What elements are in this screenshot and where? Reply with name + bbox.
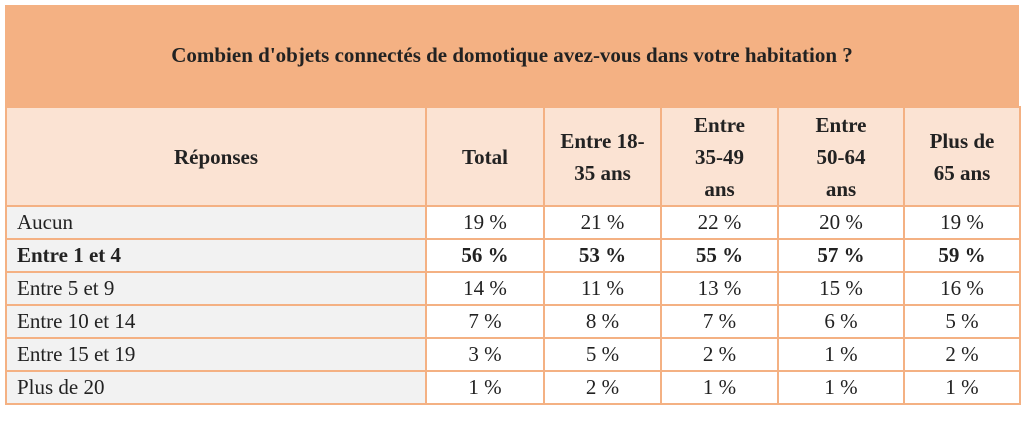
cell: 1 % bbox=[903, 370, 1021, 405]
header-row: Réponses Total Entre 18- 35 ans Entre 35-49… bbox=[5, 106, 1021, 207]
cell: 14 % bbox=[425, 271, 545, 306]
cell: 2 % bbox=[660, 337, 779, 372]
cell: 21 % bbox=[543, 205, 662, 240]
cell: 57 % bbox=[777, 238, 905, 273]
cell: 22 % bbox=[660, 205, 779, 240]
cell: 7 % bbox=[425, 304, 545, 339]
cell: 2 % bbox=[903, 337, 1021, 372]
header-cell: Total bbox=[425, 106, 545, 207]
row-label: Entre 10 et 14 bbox=[5, 304, 427, 339]
data-table: Réponses Total Entre 18- 35 ans Entre 35-49… bbox=[5, 106, 1021, 405]
row-label: Entre 5 et 9 bbox=[5, 271, 427, 306]
cell: 5 % bbox=[543, 337, 662, 372]
header-cell: Entre 50-64 ans bbox=[777, 106, 905, 207]
cell: 20 % bbox=[777, 205, 905, 240]
row-label: Entre 15 et 19 bbox=[5, 337, 427, 372]
cell: 1 % bbox=[777, 337, 905, 372]
table-title: Combien d'objets connectés de domotique … bbox=[5, 5, 1019, 106]
cell: 55 % bbox=[660, 238, 779, 273]
table-row: Entre 1 et 4 56 % 53 % 55 % 57 % 59 % bbox=[5, 238, 1021, 273]
cell: 7 % bbox=[660, 304, 779, 339]
cell: 1 % bbox=[777, 370, 905, 405]
cell: 1 % bbox=[660, 370, 779, 405]
cell: 8 % bbox=[543, 304, 662, 339]
row-label: Aucun bbox=[5, 205, 427, 240]
table-row: Plus de 20 1 % 2 % 1 % 1 % 1 % bbox=[5, 370, 1021, 405]
cell: 13 % bbox=[660, 271, 779, 306]
header-cell: Entre 18- 35 ans bbox=[543, 106, 662, 207]
cell: 15 % bbox=[777, 271, 905, 306]
table-row: Entre 15 et 19 3 % 5 % 2 % 1 % 2 % bbox=[5, 337, 1021, 372]
cell: 5 % bbox=[903, 304, 1021, 339]
cell: 3 % bbox=[425, 337, 545, 372]
cell: 19 % bbox=[903, 205, 1021, 240]
cell: 11 % bbox=[543, 271, 662, 306]
cell: 2 % bbox=[543, 370, 662, 405]
table-row: Entre 5 et 9 14 % 11 % 13 % 15 % 16 % bbox=[5, 271, 1021, 306]
cell: 16 % bbox=[903, 271, 1021, 306]
table-panel: Combien d'objets connectés de domotique … bbox=[5, 5, 1021, 405]
cell: 53 % bbox=[543, 238, 662, 273]
table-row: Aucun 19 % 21 % 22 % 20 % 19 % bbox=[5, 205, 1021, 240]
cell: 59 % bbox=[903, 238, 1021, 273]
cell: 1 % bbox=[425, 370, 545, 405]
header-cell: Entre 35-49 ans bbox=[660, 106, 779, 207]
cell: 6 % bbox=[777, 304, 905, 339]
row-label: Entre 1 et 4 bbox=[5, 238, 427, 273]
row-label: Plus de 20 bbox=[5, 370, 427, 405]
cell: 56 % bbox=[425, 238, 545, 273]
header-cell: Réponses bbox=[5, 106, 427, 207]
header-cell: Plus de 65 ans bbox=[903, 106, 1021, 207]
cell: 19 % bbox=[425, 205, 545, 240]
table-row: Entre 10 et 14 7 % 8 % 7 % 6 % 5 % bbox=[5, 304, 1021, 339]
